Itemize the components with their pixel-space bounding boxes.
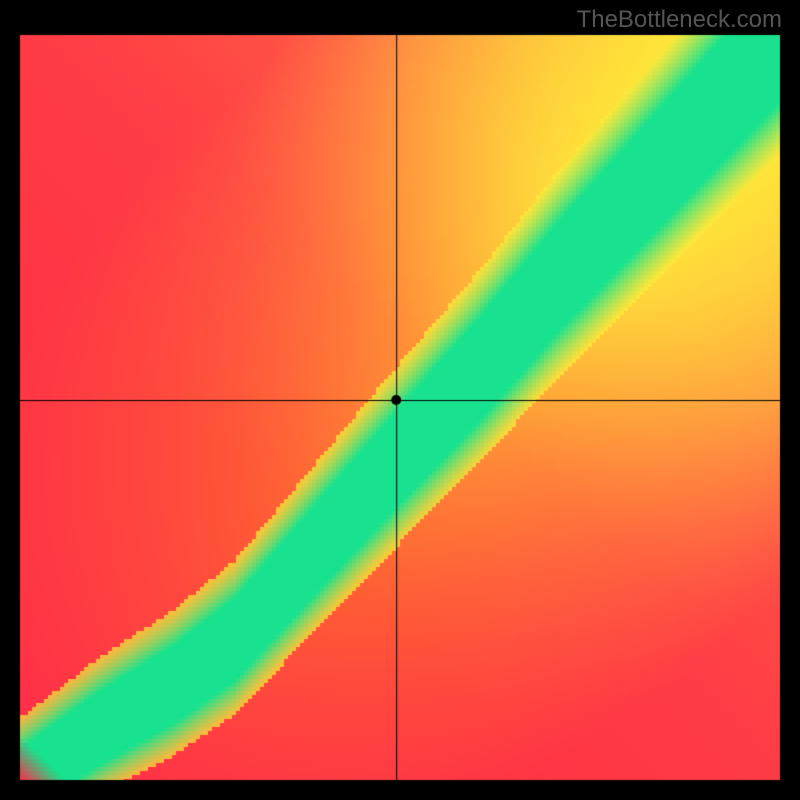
heatmap-canvas [0, 0, 800, 800]
chart-container: TheBottleneck.com [0, 0, 800, 800]
watermark-text: TheBottleneck.com [577, 6, 782, 34]
